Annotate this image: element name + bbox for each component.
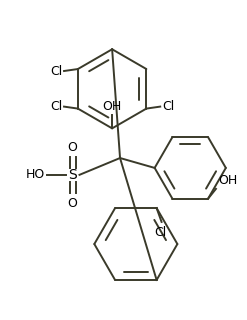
Text: OH: OH — [103, 100, 122, 113]
Text: Cl: Cl — [162, 100, 174, 113]
Text: HO: HO — [26, 168, 45, 181]
Text: Cl: Cl — [50, 65, 62, 77]
Text: O: O — [68, 196, 78, 210]
Text: Cl: Cl — [50, 100, 62, 113]
Text: Cl: Cl — [154, 226, 167, 239]
Text: O: O — [68, 141, 78, 154]
Text: OH: OH — [218, 174, 237, 187]
Text: S: S — [68, 168, 77, 182]
